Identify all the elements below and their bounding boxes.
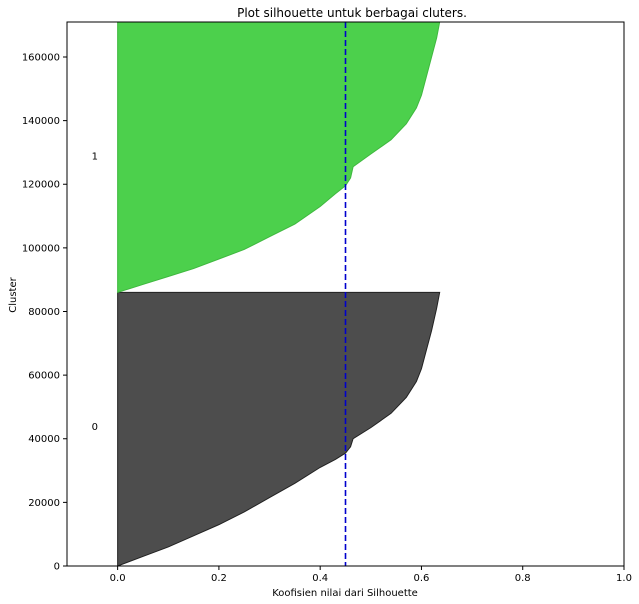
cluster-0-label: 0 xyxy=(92,422,98,433)
x-tick-label: 0.0 xyxy=(110,573,126,584)
plot-frame xyxy=(66,21,625,567)
y-tick-label: 60000 xyxy=(28,371,60,382)
y-tick-label: 40000 xyxy=(28,434,60,445)
cluster-1-label: 1 xyxy=(92,152,98,163)
x-tick-label: 0.6 xyxy=(414,573,430,584)
x-tick-label: 0.2 xyxy=(211,573,227,584)
y-tick-label: 0 xyxy=(54,562,60,573)
y-tick-label: 140000 xyxy=(22,116,60,127)
chart-title: Plot silhouette untuk berbagai cluters. xyxy=(237,6,467,20)
plot-area: 0 1 0.0 0.2 0.4 0.6 0.8 1.0 0 20000 40000 60000 8000… xyxy=(22,21,632,584)
y-tick-label: 100000 xyxy=(22,243,60,254)
x-axis-label: Koofisien nilai dari Silhouette xyxy=(272,588,418,599)
cluster-1-silhouette xyxy=(117,22,441,294)
y-tick-label: 80000 xyxy=(28,307,60,318)
x-tick-label: 0.4 xyxy=(312,573,328,584)
y-tick-label: 160000 xyxy=(22,52,60,63)
y-tick-label: 20000 xyxy=(28,498,60,509)
plot-clip-group xyxy=(117,22,441,566)
y-tick-label: 120000 xyxy=(22,180,60,191)
y-axis-label: Cluster xyxy=(8,276,19,312)
x-tick-label: 0.8 xyxy=(515,573,531,584)
cluster-0-silhouette xyxy=(117,291,441,566)
x-tick-label: 1.0 xyxy=(616,573,632,584)
